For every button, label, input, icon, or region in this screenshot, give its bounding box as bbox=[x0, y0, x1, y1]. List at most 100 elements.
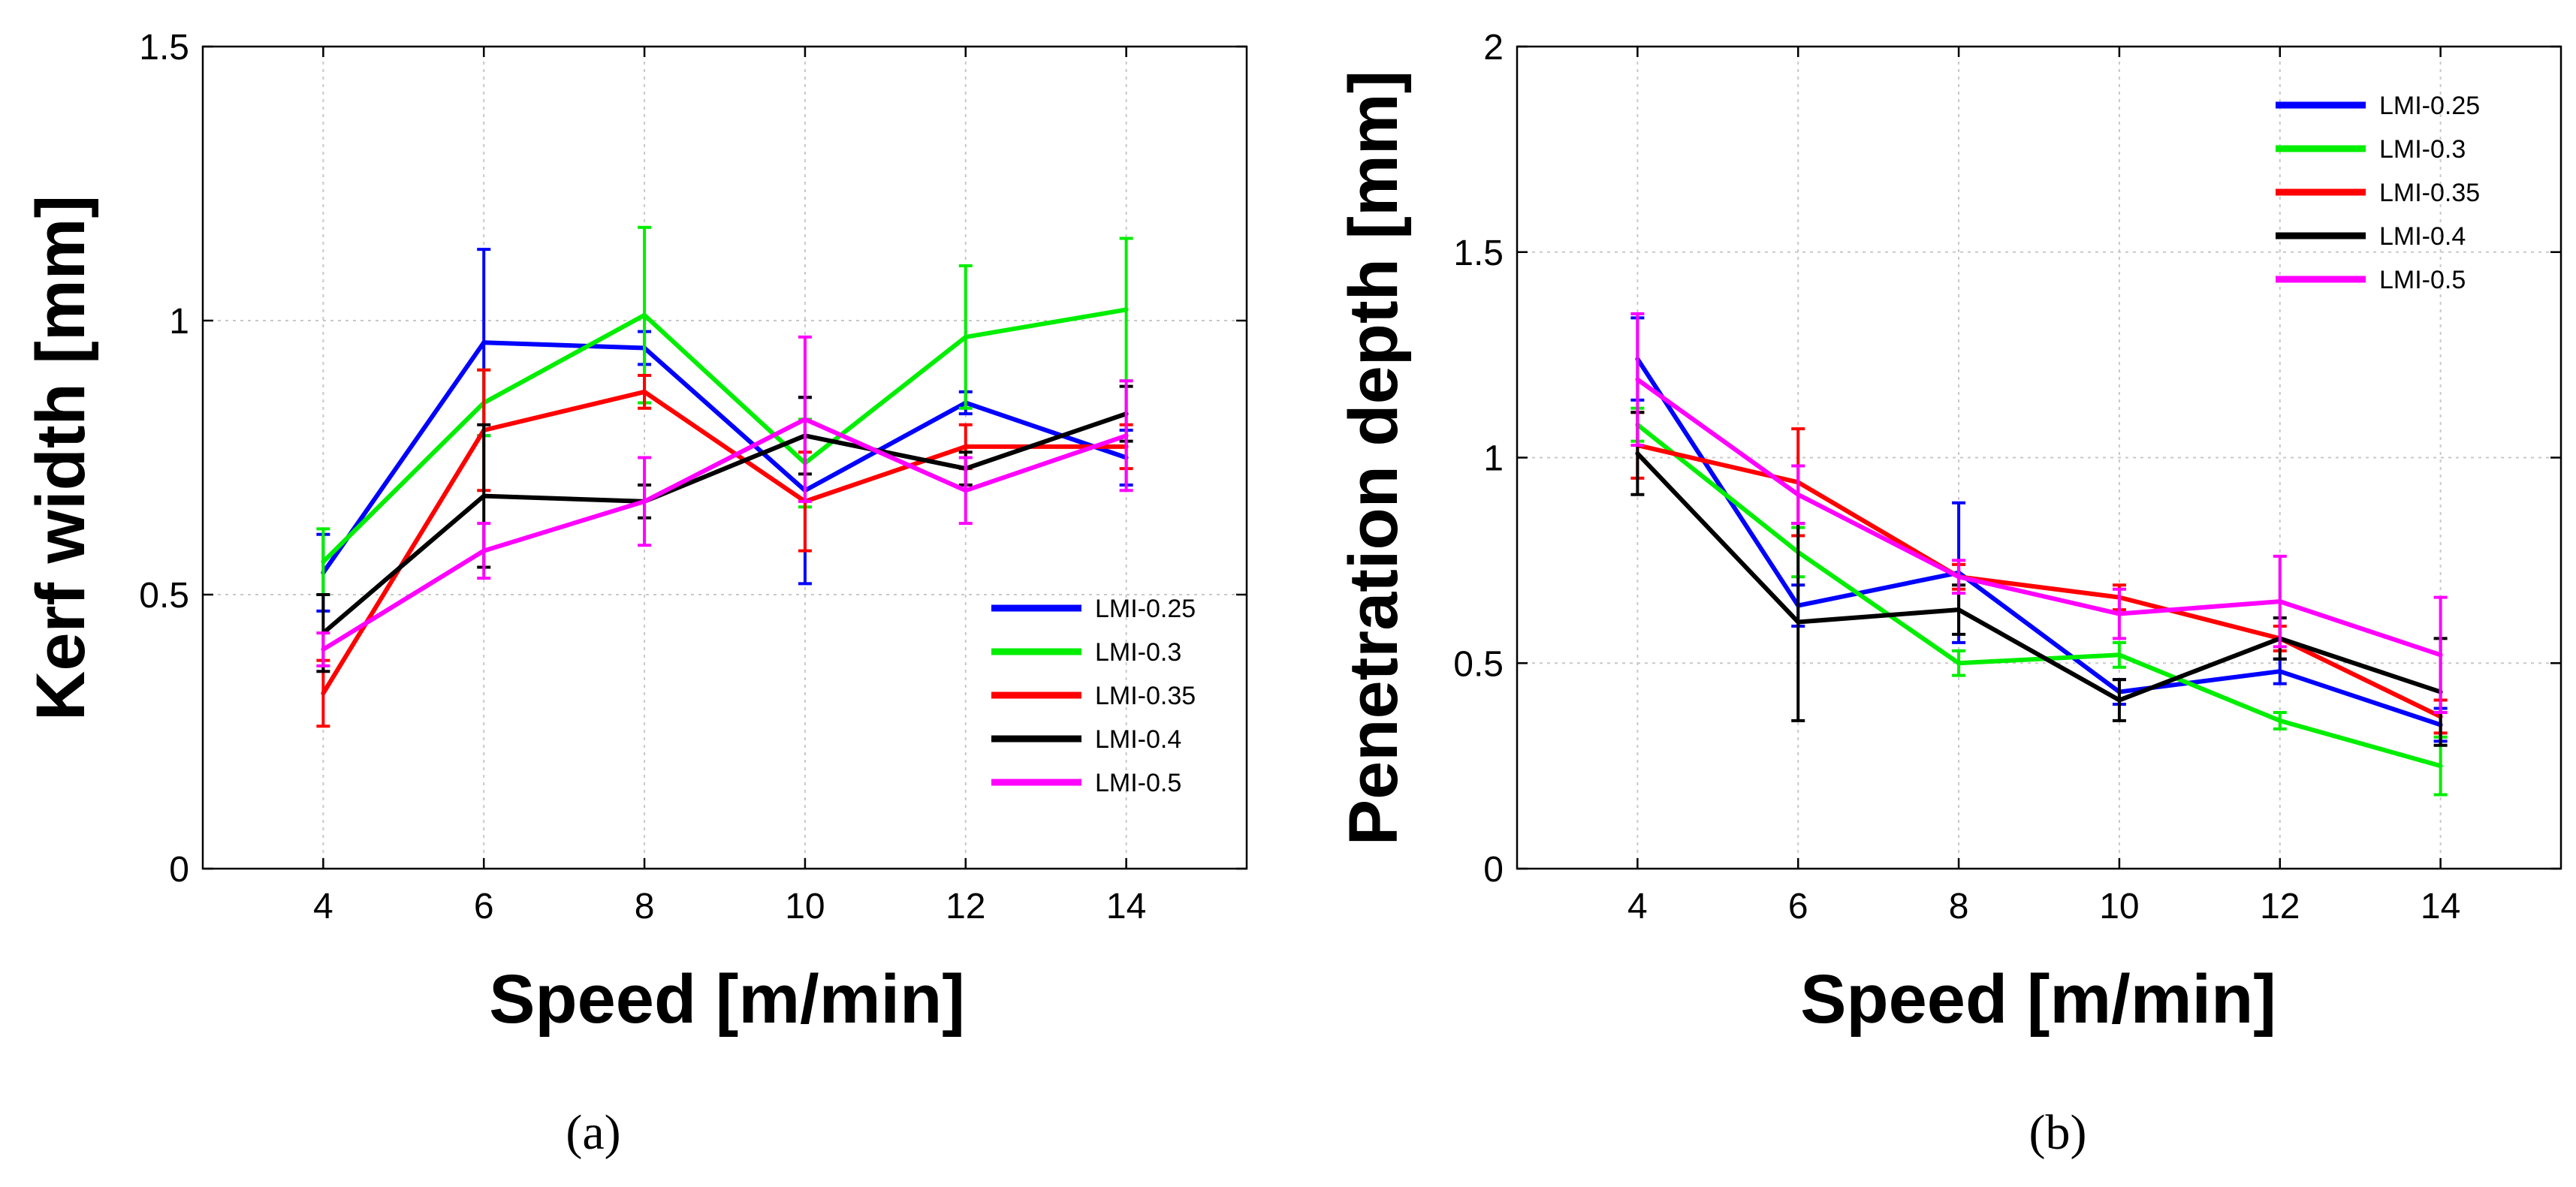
data-point bbox=[963, 488, 968, 493]
series-lmi-0-5 bbox=[316, 335, 1133, 667]
legend-label: LMI-0.4 bbox=[2379, 222, 2466, 251]
chart-panel-a: 4 6 8 10 12 14 00.511.5 LMI-0.25LMI-0.3LMI-0.… bbox=[23, 28, 1248, 1160]
data-point bbox=[642, 499, 647, 504]
x-tick-label: 4 bbox=[1627, 887, 1648, 926]
series-line bbox=[321, 389, 1127, 694]
data-point bbox=[642, 312, 647, 318]
y-tick-label: 2 bbox=[1483, 28, 1504, 68]
series-lmi-0-3 bbox=[316, 225, 1133, 596]
series-lmi-0-4 bbox=[1630, 411, 2448, 747]
y-tick-label: 0 bbox=[1483, 850, 1504, 890]
data-point bbox=[1635, 377, 1640, 382]
series-lmi-0-3 bbox=[1630, 406, 2448, 797]
x-tick-label: 6 bbox=[1788, 887, 1808, 926]
yticks-a: 0 0.5 1 1.5 bbox=[139, 28, 1247, 890]
legend-item: LMI-0.25 bbox=[2276, 92, 2480, 120]
axes-box-a bbox=[201, 45, 1248, 870]
xticks-b: 4 6 8 10 12 14 bbox=[1627, 47, 2460, 926]
x-tick-label: 6 bbox=[474, 887, 494, 926]
x-axis-label-b: Speed [m/min] bbox=[1800, 961, 2276, 1038]
legend-label: LMI-0.25 bbox=[2379, 92, 2480, 120]
x-tick-label: 14 bbox=[1106, 887, 1146, 926]
y-tick-label: 1 bbox=[1483, 439, 1504, 479]
legend-b: LMI-0.25 LMI-0.3 LMI-0.35 LMI-0.4 LMI-0.5 bbox=[2276, 92, 2480, 294]
x-tick-label: 10 bbox=[785, 887, 825, 926]
y-tick-label: 1.5 bbox=[139, 28, 189, 68]
data-point bbox=[2277, 718, 2282, 723]
legend-item: LMI-0.3 bbox=[2276, 135, 2466, 164]
data-point bbox=[1796, 619, 1801, 625]
data-point bbox=[1124, 433, 1129, 438]
series-line bbox=[1636, 423, 2442, 769]
data-point bbox=[481, 493, 487, 499]
x-tick-label: 4 bbox=[313, 887, 333, 926]
data-point bbox=[1796, 492, 1801, 497]
chart-panel-b: 4 6 8 10 12 14 00.511.52 LMI-0.25LMI-0.3LMI-0… bbox=[1335, 28, 2562, 1160]
data-point bbox=[481, 548, 487, 553]
data-point bbox=[2116, 611, 2122, 616]
data-point bbox=[963, 334, 968, 339]
data-point bbox=[321, 647, 326, 652]
data-point bbox=[1124, 307, 1129, 312]
legend-item: LMI-0.3 bbox=[991, 638, 1181, 667]
data-point bbox=[2277, 669, 2282, 674]
legend-item: LMI-0.5 bbox=[991, 769, 1181, 797]
data-point bbox=[642, 389, 647, 394]
caption-a: (a) bbox=[566, 1105, 620, 1160]
data-point bbox=[963, 444, 968, 449]
y-tick-label: 0.5 bbox=[1453, 644, 1504, 684]
series-lmi-0-4 bbox=[316, 384, 1133, 673]
y-tick-label: 1 bbox=[169, 302, 189, 342]
series-line bbox=[1636, 378, 2442, 658]
data-point bbox=[1956, 574, 1962, 580]
data-point bbox=[1635, 451, 1640, 456]
series-lmi-0-35 bbox=[316, 368, 1133, 728]
data-point bbox=[802, 417, 807, 422]
x-tick-label: 14 bbox=[2421, 887, 2460, 926]
legend-label: LMI-0.35 bbox=[2379, 179, 2480, 207]
legend-label: LMI-0.4 bbox=[1095, 725, 1181, 754]
data-point bbox=[321, 691, 326, 696]
legend-item: LMI-0.35 bbox=[991, 682, 1196, 710]
data-point bbox=[1956, 607, 1962, 613]
legend-label: LMI-0.35 bbox=[1095, 682, 1196, 710]
legend-label: LMI-0.3 bbox=[1095, 638, 1181, 667]
legend-item: LMI-0.4 bbox=[2276, 222, 2466, 251]
legend-label: LMI-0.3 bbox=[2379, 135, 2466, 164]
legend-item: LMI-0.5 bbox=[2276, 266, 2466, 294]
series-line bbox=[321, 340, 1127, 574]
grid-a bbox=[203, 46, 1247, 869]
legend-label: LMI-0.25 bbox=[1095, 595, 1196, 623]
data-point bbox=[2438, 652, 2443, 658]
series-layer-a bbox=[316, 225, 1133, 728]
data-point bbox=[2116, 697, 2122, 703]
grid-b bbox=[1517, 46, 2561, 869]
series-layer-b bbox=[1630, 312, 2448, 797]
series-lmi-0-5 bbox=[1630, 312, 2448, 714]
legend-item: LMI-0.4 bbox=[991, 725, 1181, 754]
data-point bbox=[481, 340, 487, 345]
legend-item: LMI-0.25 bbox=[991, 595, 1196, 623]
data-point bbox=[321, 559, 326, 565]
y-axis-label-b: Penetration depth [mm] bbox=[1335, 71, 1412, 845]
caption-b: (b) bbox=[2029, 1105, 2087, 1160]
series-line bbox=[321, 307, 1127, 564]
x-axis-label-a: Speed [m/min] bbox=[489, 961, 965, 1038]
data-point bbox=[2438, 764, 2443, 769]
xticks-a: 4 6 8 10 12 14 bbox=[313, 47, 1146, 926]
series-lmi-0-25 bbox=[316, 248, 1133, 613]
yticks-b: 0 0.5 1 1.5 2 bbox=[1453, 28, 2561, 890]
x-tick-label: 8 bbox=[1949, 887, 1969, 926]
series-line bbox=[321, 417, 1127, 652]
series-line bbox=[1636, 451, 2442, 703]
y-tick-label: 0.5 bbox=[139, 576, 189, 616]
x-tick-label: 8 bbox=[635, 887, 655, 926]
legend-label: LMI-0.5 bbox=[1095, 769, 1181, 797]
y-tick-label: 0 bbox=[169, 850, 189, 890]
series-lmi-0-25 bbox=[1630, 316, 2448, 743]
data-point bbox=[2116, 652, 2122, 658]
x-tick-label: 10 bbox=[2099, 887, 2139, 926]
legend-a: LMI-0.25 LMI-0.3 LMI-0.35 LMI-0.4 LMI-0.5 bbox=[991, 595, 1196, 797]
x-tick-label: 12 bbox=[946, 887, 985, 926]
